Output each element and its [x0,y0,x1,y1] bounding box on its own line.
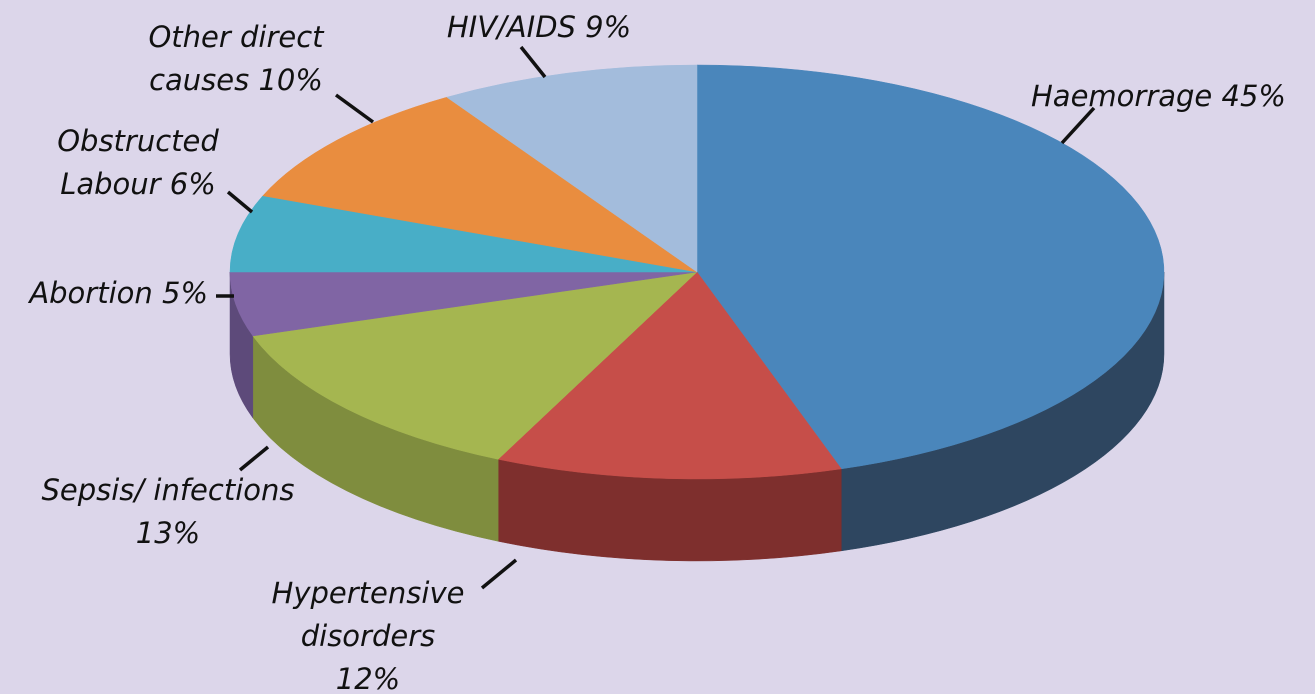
slice-label-other-direct-causes: Other direct causes 10% [148,20,325,97]
leader-line-hiv-aids [519,45,547,79]
leader-line-sepsis-infections [238,445,270,472]
slice-label-line: Obstructed [57,124,219,158]
pie-side-walls [229,271,1165,562]
leader-line-obstructed-labour [226,190,254,214]
slice-obstructed-labour [229,195,698,273]
leader-line-hypertensive-disorders [480,558,518,590]
pie-top-faces [229,64,1165,480]
slice-label-line: Other direct [148,20,325,54]
slice-haemorrage [696,64,1165,470]
slice-label-sepsis-infections: Sepsis/ infections 13% [41,473,294,550]
slice-label-obstructed-labour: Obstructed Labour 6% [57,124,219,201]
slice-label-abortion: Abortion 5% [27,276,208,310]
slice-label-line: Hypertensive [272,576,465,610]
slice-label-line: Haemorrage 45% [1031,79,1286,113]
leader-line-haemorrage [1060,106,1096,145]
slice-label-line: HIV/AIDS 9% [447,10,631,44]
slice-abortion [229,271,698,337]
leader-line-other-direct-causes [334,93,375,124]
slice-label-hiv-aids: HIV/AIDS 9% [447,10,631,44]
slice-label-line: Sepsis/ infections [41,473,294,507]
slice-label-hypertensive-disorders: Hypertensive disorders 12% [272,576,465,694]
slice-hypertensive-disorders [497,271,842,480]
slice-label-haemorrage: Haemorrage 45% [1031,79,1286,113]
slice-hiv-aids [446,64,698,273]
slice-other-direct-causes [262,96,698,273]
slice-label-line: 12% [336,662,400,694]
leader-lines [216,45,1096,590]
slice-labels: Haemorrage 45% Hypertensive disorders 12% Se… [27,10,1286,694]
slice-label-line: disorders [301,619,436,653]
slice-label-line: causes 10% [149,63,323,97]
slice-label-line: 13% [136,516,200,550]
slice-sepsis-infections [252,271,698,460]
slice-label-line: Abortion 5% [27,276,208,310]
slice-label-line: Labour 6% [60,167,216,201]
